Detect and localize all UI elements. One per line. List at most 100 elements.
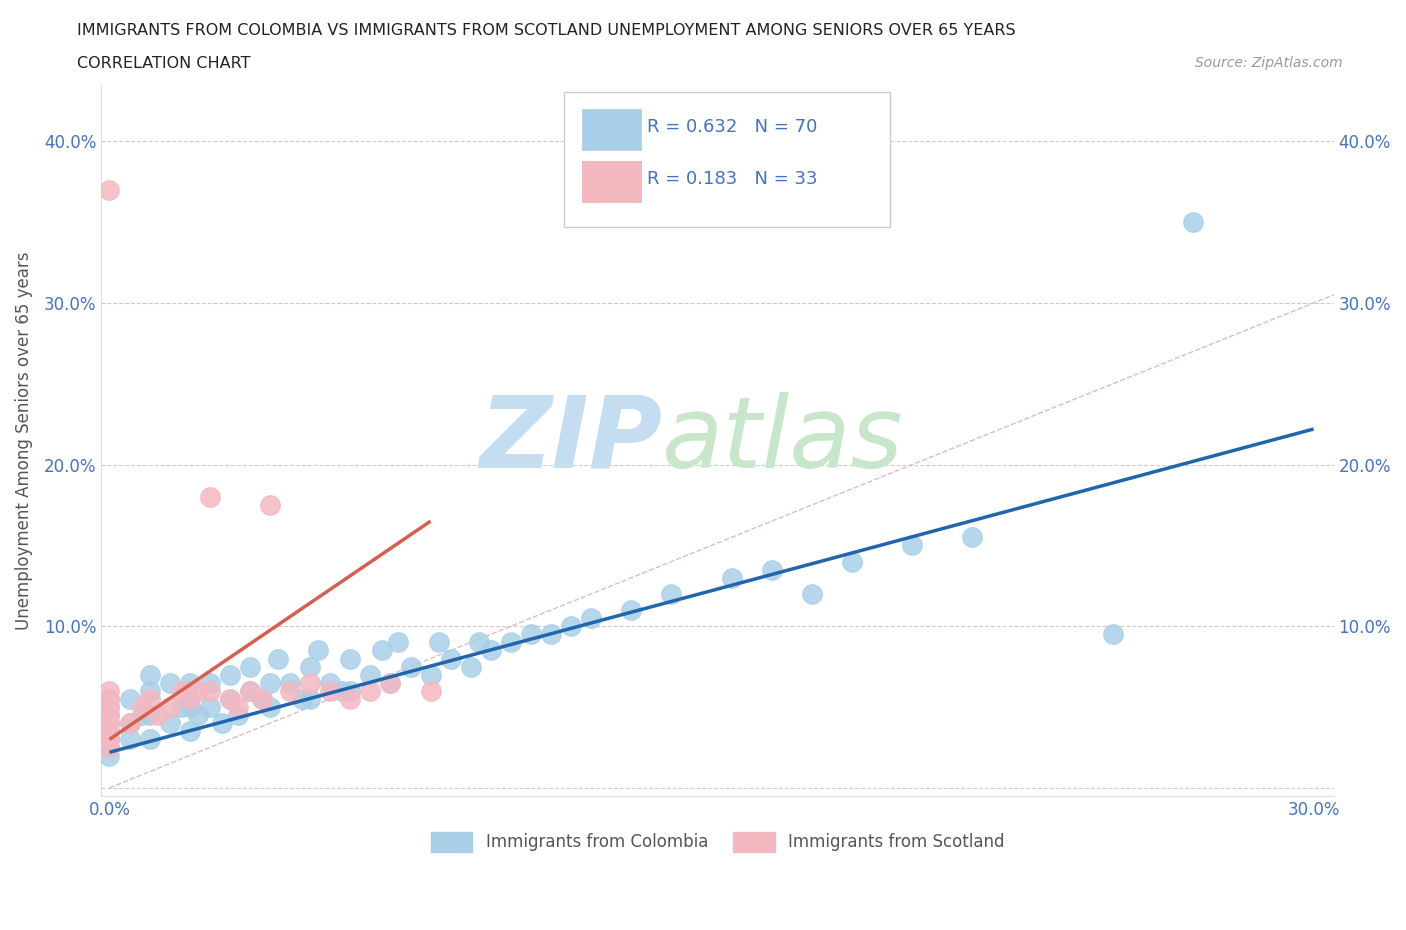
Point	[98, 692, 121, 707]
Point	[1182, 215, 1205, 230]
FancyBboxPatch shape	[582, 161, 641, 202]
Point	[198, 675, 221, 690]
Point	[800, 587, 823, 602]
Point	[239, 684, 262, 698]
Text: R = 0.632   N = 70: R = 0.632 N = 70	[647, 118, 818, 137]
Point	[98, 732, 121, 747]
Point	[159, 675, 181, 690]
Point	[98, 182, 121, 197]
Point	[520, 627, 543, 642]
FancyBboxPatch shape	[564, 92, 890, 227]
Point	[226, 699, 249, 714]
Point	[179, 675, 201, 690]
Point	[307, 643, 329, 658]
Point	[380, 675, 402, 690]
Point	[98, 716, 121, 731]
Point	[468, 635, 491, 650]
Point	[138, 732, 160, 747]
Text: R = 0.183   N = 33: R = 0.183 N = 33	[647, 170, 818, 189]
Point	[146, 708, 169, 723]
Point	[419, 667, 441, 682]
Point	[98, 732, 121, 747]
Text: IMMIGRANTS FROM COLOMBIA VS IMMIGRANTS FROM SCOTLAND UNEMPLOYMENT AMONG SENIORS : IMMIGRANTS FROM COLOMBIA VS IMMIGRANTS F…	[77, 23, 1017, 38]
Point	[299, 659, 322, 674]
Point	[98, 684, 121, 698]
Point	[131, 708, 153, 723]
Point	[187, 708, 209, 723]
Point	[239, 659, 262, 674]
Text: CORRELATION CHART: CORRELATION CHART	[77, 56, 250, 71]
Point	[460, 659, 482, 674]
Point	[98, 708, 121, 723]
Point	[579, 611, 602, 626]
Point	[387, 635, 409, 650]
Point	[761, 563, 783, 578]
Text: atlas: atlas	[662, 392, 904, 489]
Point	[118, 716, 141, 731]
Point	[159, 699, 181, 714]
Point	[98, 716, 121, 731]
Point	[198, 684, 221, 698]
Point	[118, 716, 141, 731]
Point	[250, 692, 273, 707]
Point	[179, 699, 201, 714]
Point	[278, 675, 301, 690]
Point	[98, 724, 121, 738]
Point	[359, 667, 381, 682]
Text: Source: ZipAtlas.com: Source: ZipAtlas.com	[1195, 56, 1343, 70]
Point	[299, 692, 322, 707]
Point	[499, 635, 522, 650]
Point	[339, 651, 361, 666]
Point	[219, 692, 242, 707]
Point	[901, 538, 924, 552]
Point	[359, 684, 381, 698]
Point	[479, 643, 502, 658]
Point	[98, 724, 121, 738]
Point	[560, 618, 582, 633]
Point	[98, 699, 121, 714]
Point	[278, 684, 301, 698]
Point	[259, 498, 281, 512]
Point	[399, 659, 422, 674]
Point	[661, 587, 683, 602]
Point	[98, 708, 121, 723]
Point	[211, 716, 233, 731]
Point	[540, 627, 562, 642]
Point	[198, 489, 221, 504]
Point	[440, 651, 463, 666]
Point	[239, 684, 262, 698]
Point	[179, 692, 201, 707]
Point	[138, 708, 160, 723]
Point	[98, 748, 121, 763]
Point	[1102, 627, 1125, 642]
Legend: Immigrants from Colombia, Immigrants from Scotland: Immigrants from Colombia, Immigrants fro…	[425, 825, 1011, 858]
Point	[187, 684, 209, 698]
FancyBboxPatch shape	[582, 109, 641, 150]
Point	[98, 699, 121, 714]
Text: ZIP: ZIP	[479, 392, 662, 489]
Point	[267, 651, 290, 666]
Point	[259, 699, 281, 714]
Point	[259, 675, 281, 690]
Point	[299, 675, 322, 690]
Point	[319, 684, 342, 698]
Y-axis label: Unemployment Among Seniors over 65 years: Unemployment Among Seniors over 65 years	[15, 251, 32, 630]
Point	[226, 708, 249, 723]
Point	[371, 643, 394, 658]
Point	[138, 692, 160, 707]
Point	[339, 692, 361, 707]
Point	[118, 732, 141, 747]
Point	[118, 692, 141, 707]
Point	[170, 699, 193, 714]
Point	[138, 684, 160, 698]
Point	[219, 692, 242, 707]
Point	[179, 724, 201, 738]
Point	[98, 732, 121, 747]
Point	[159, 716, 181, 731]
Point	[720, 570, 742, 585]
Point	[380, 675, 402, 690]
Point	[319, 675, 342, 690]
Point	[138, 667, 160, 682]
Point	[427, 635, 450, 650]
Point	[620, 603, 643, 618]
